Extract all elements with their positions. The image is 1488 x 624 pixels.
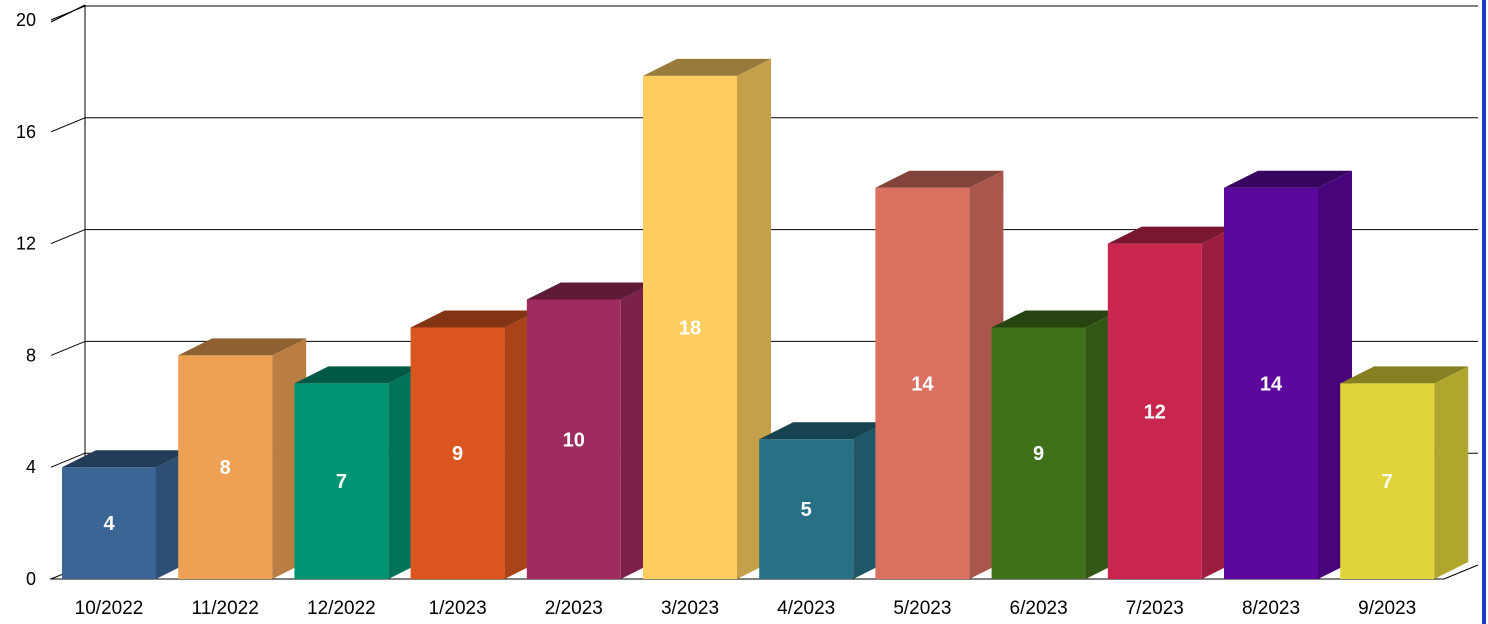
bar-front xyxy=(991,327,1086,579)
bar-value-label: 18 xyxy=(679,317,701,339)
x-tick-label: 2/2023 xyxy=(545,598,603,619)
bar-value-label: 5 xyxy=(801,499,812,521)
bar xyxy=(526,282,655,579)
y-tick-label: 20 xyxy=(16,10,36,30)
bar-top xyxy=(643,58,771,76)
bar-top xyxy=(62,450,190,468)
bar xyxy=(410,310,539,579)
gridline-diagonal xyxy=(50,452,86,468)
bar xyxy=(1340,366,1469,579)
x-tick-label: 8/2023 xyxy=(1242,598,1300,619)
y-tick-label: 12 xyxy=(16,234,36,254)
y-tick-label: 8 xyxy=(26,345,36,365)
bar-value-label: 12 xyxy=(1144,401,1166,423)
bar-value-label: 10 xyxy=(563,429,585,451)
x-tick-label: 9/2023 xyxy=(1358,598,1416,619)
bar-top xyxy=(178,338,307,356)
bar-top xyxy=(1340,366,1469,384)
bar xyxy=(62,450,190,579)
x-tick-label: 6/2023 xyxy=(1010,598,1068,619)
bar-front xyxy=(875,187,970,579)
bar-front xyxy=(1340,383,1435,579)
bar-front xyxy=(759,439,854,579)
y-tick-label: 16 xyxy=(16,122,36,142)
y-tick-label: 4 xyxy=(26,457,36,477)
bar-top xyxy=(294,366,423,384)
bar-value-label: 9 xyxy=(1033,443,1044,465)
bar-front xyxy=(294,383,389,579)
bar-front xyxy=(526,299,621,579)
x-tick-label: 1/2023 xyxy=(429,598,487,619)
bar-front xyxy=(62,467,156,579)
bar xyxy=(1224,170,1352,579)
bar xyxy=(1107,226,1236,579)
bar-value-label: 9 xyxy=(452,443,463,465)
gridline-diagonal xyxy=(50,340,86,356)
bar-value-label: 4 xyxy=(103,513,115,535)
floor-right-edge xyxy=(1443,564,1479,580)
x-tick-label: 12/2022 xyxy=(307,598,376,619)
bar-value-label: 7 xyxy=(1382,471,1393,493)
bar-value-label: 7 xyxy=(336,471,347,493)
bar-front xyxy=(178,355,273,579)
x-tick-label: 10/2022 xyxy=(75,598,144,619)
bar-value-label: 14 xyxy=(911,373,934,395)
bar-top xyxy=(1224,170,1352,188)
x-tick-label: 3/2023 xyxy=(661,598,719,619)
bar-top xyxy=(991,310,1120,328)
bar-front xyxy=(1224,187,1318,579)
frame-right-border xyxy=(1482,0,1486,624)
gridline-diagonal xyxy=(50,5,86,21)
bar-front xyxy=(410,327,505,579)
gridline-diagonal xyxy=(50,117,86,133)
bar-value-label: 14 xyxy=(1260,373,1283,395)
x-tick-label: 4/2023 xyxy=(777,598,835,619)
bar-top xyxy=(526,282,655,300)
x-tick-label: 11/2022 xyxy=(192,598,259,619)
bar-top xyxy=(759,422,888,440)
bar xyxy=(178,338,307,579)
x-tick-label: 7/2023 xyxy=(1126,598,1184,619)
bar-front xyxy=(1107,243,1202,579)
y-tick-label: 0 xyxy=(26,569,36,589)
bar-front xyxy=(643,75,737,580)
bar-top xyxy=(410,310,539,328)
bar xyxy=(294,366,423,579)
bar-value-label: 8 xyxy=(220,457,231,479)
bar xyxy=(991,310,1120,579)
bar xyxy=(759,422,888,579)
bar xyxy=(643,58,771,580)
bar-top xyxy=(1107,226,1236,244)
bar xyxy=(875,170,1004,579)
bar-top xyxy=(875,170,1004,188)
bar-side xyxy=(1434,366,1469,579)
gridline-diagonal xyxy=(50,229,86,245)
x-tick-label: 5/2023 xyxy=(893,598,951,619)
